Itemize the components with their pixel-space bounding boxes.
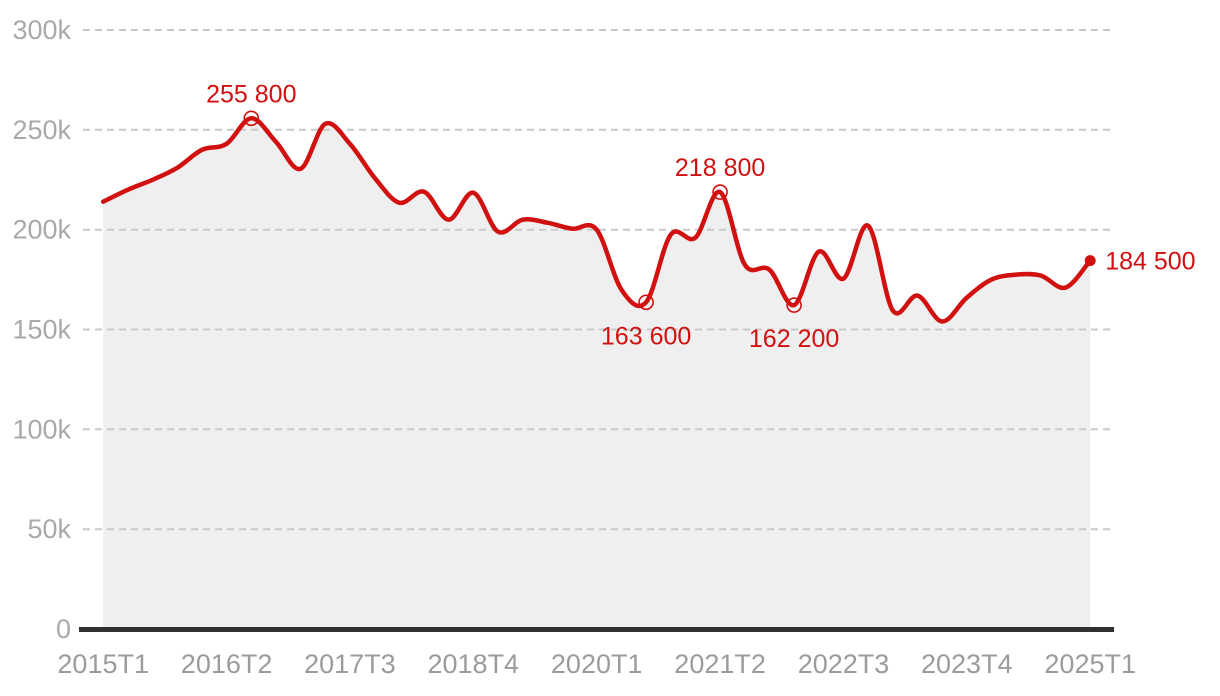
x-axis-line [79,627,1114,632]
annotation-ring-marker [638,294,654,311]
annotation-value-label: 255 800 [206,80,296,108]
x-tick-label: 2015T1 [57,649,149,679]
annotation-dot-marker [1084,255,1096,267]
x-tick-label: 2025T1 [1044,649,1136,679]
y-tick-label: 150k [12,315,71,345]
x-tick-label: 2022T3 [798,649,890,679]
y-tick-label: 200k [12,215,71,245]
y-tick-label: 300k [12,15,71,45]
x-tick-label: 2016T2 [181,649,273,679]
y-tick-label: 50k [27,514,71,544]
y-tick-label: 0 [56,614,71,644]
data-line [100,116,1093,324]
area-fill [103,118,1091,629]
annotation-ring-marker [786,297,802,313]
annotation-ring-marker [712,184,728,200]
annotation-value-label: 163 600 [601,322,691,350]
annotation-ring-marker [243,110,260,127]
annotation-value-label: 218 800 [675,154,765,182]
x-tick-label: 2020T1 [551,649,643,679]
annotation-value-label: 162 200 [749,325,839,353]
x-tick-label: 2018T4 [428,649,520,679]
x-tick-label: 2017T3 [304,649,396,679]
x-tick-label: 2021T2 [674,649,766,679]
y-tick-label: 100k [12,414,71,444]
y-tick-label: 250k [12,115,71,145]
x-tick-label: 2023T4 [921,649,1013,679]
annotation-value-label: 184 500 [1105,248,1195,276]
